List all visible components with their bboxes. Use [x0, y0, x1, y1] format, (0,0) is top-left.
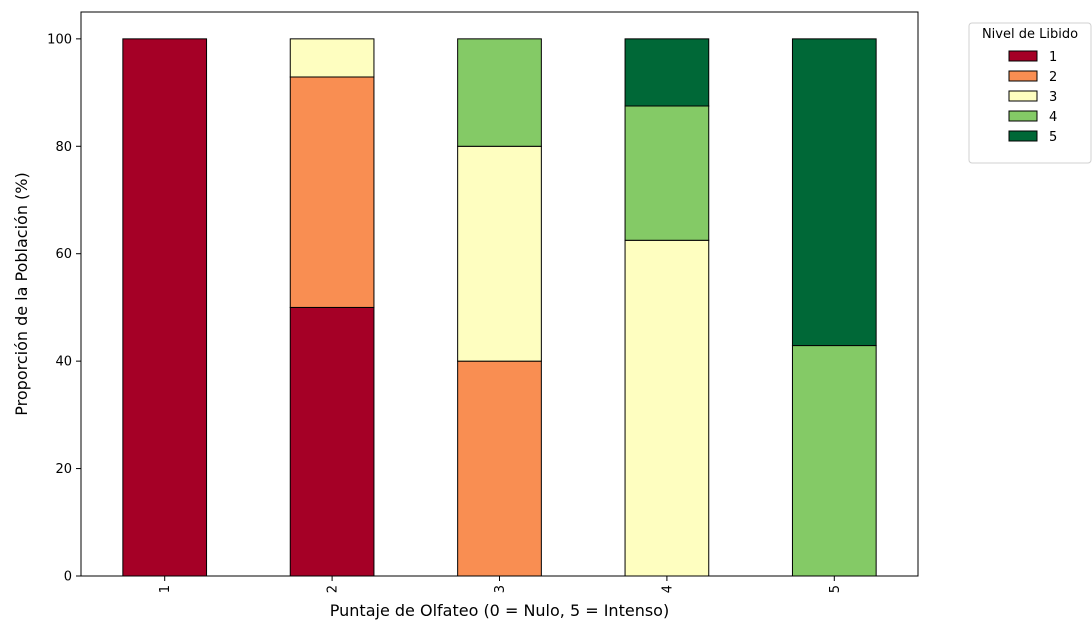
- bar-segment-cat3-level3: [457, 145, 542, 362]
- y-tick-label: 20: [55, 462, 72, 477]
- y-tick-label: 80: [55, 140, 72, 155]
- legend-label-1: 1: [1049, 50, 1057, 65]
- y-tick-label: 60: [55, 247, 72, 262]
- x-tick-label: 1: [158, 585, 173, 593]
- bar-segment-cat2-level2: [289, 76, 375, 308]
- bar-segment-cat4-level5: [624, 38, 710, 107]
- legend-title: Nivel de Libido: [982, 27, 1078, 42]
- legend-swatch-5: [1008, 130, 1038, 142]
- bar-segment-cat1-level1: [122, 38, 208, 577]
- x-axis-label: Puntaje de Olfateo (0 = Nulo, 5 = Intens…: [330, 601, 669, 620]
- legend-swatch-1: [1008, 50, 1038, 62]
- legend-items: 1 2 3 4 5: [1008, 50, 1057, 145]
- legend-label-5: 5: [1049, 130, 1057, 145]
- legend-swatch-2: [1008, 70, 1038, 82]
- x-tick-label: 5: [828, 585, 843, 593]
- bar-segment-cat5-level5: [791, 38, 877, 347]
- bar-segment-cat3-level2: [457, 360, 542, 577]
- legend-label-4: 4: [1049, 110, 1057, 125]
- bar-segment-cat2-level3: [289, 38, 375, 78]
- bar-segment-cat4-level3: [624, 239, 710, 577]
- legend: Nivel de Libido 1 2 3 4 5: [968, 22, 1092, 164]
- y-tick-label: 0: [64, 570, 72, 585]
- y-axis-label: Proporción de la Población (%): [12, 172, 31, 415]
- x-tick-label: 2: [326, 585, 341, 593]
- y-tick-label: 100: [47, 32, 72, 47]
- bar-segment-cat2-level1: [289, 306, 375, 577]
- legend-swatch-3: [1008, 90, 1038, 102]
- x-tick-label: 3: [493, 585, 508, 593]
- x-tick-label: 4: [660, 585, 675, 593]
- bars-layer: [122, 38, 877, 577]
- bar-segment-cat3-level4: [457, 38, 542, 147]
- bar-segment-cat5-level4: [791, 345, 877, 577]
- legend-label-3: 3: [1049, 90, 1057, 105]
- legend-swatch-4: [1008, 110, 1038, 122]
- y-axis: 0 20 40 60 80 100: [47, 32, 81, 585]
- bar-segment-cat4-level4: [624, 105, 710, 241]
- y-tick-label: 40: [55, 355, 72, 370]
- x-axis: 1 2 3 4 5: [158, 576, 843, 593]
- legend-label-2: 2: [1049, 70, 1057, 85]
